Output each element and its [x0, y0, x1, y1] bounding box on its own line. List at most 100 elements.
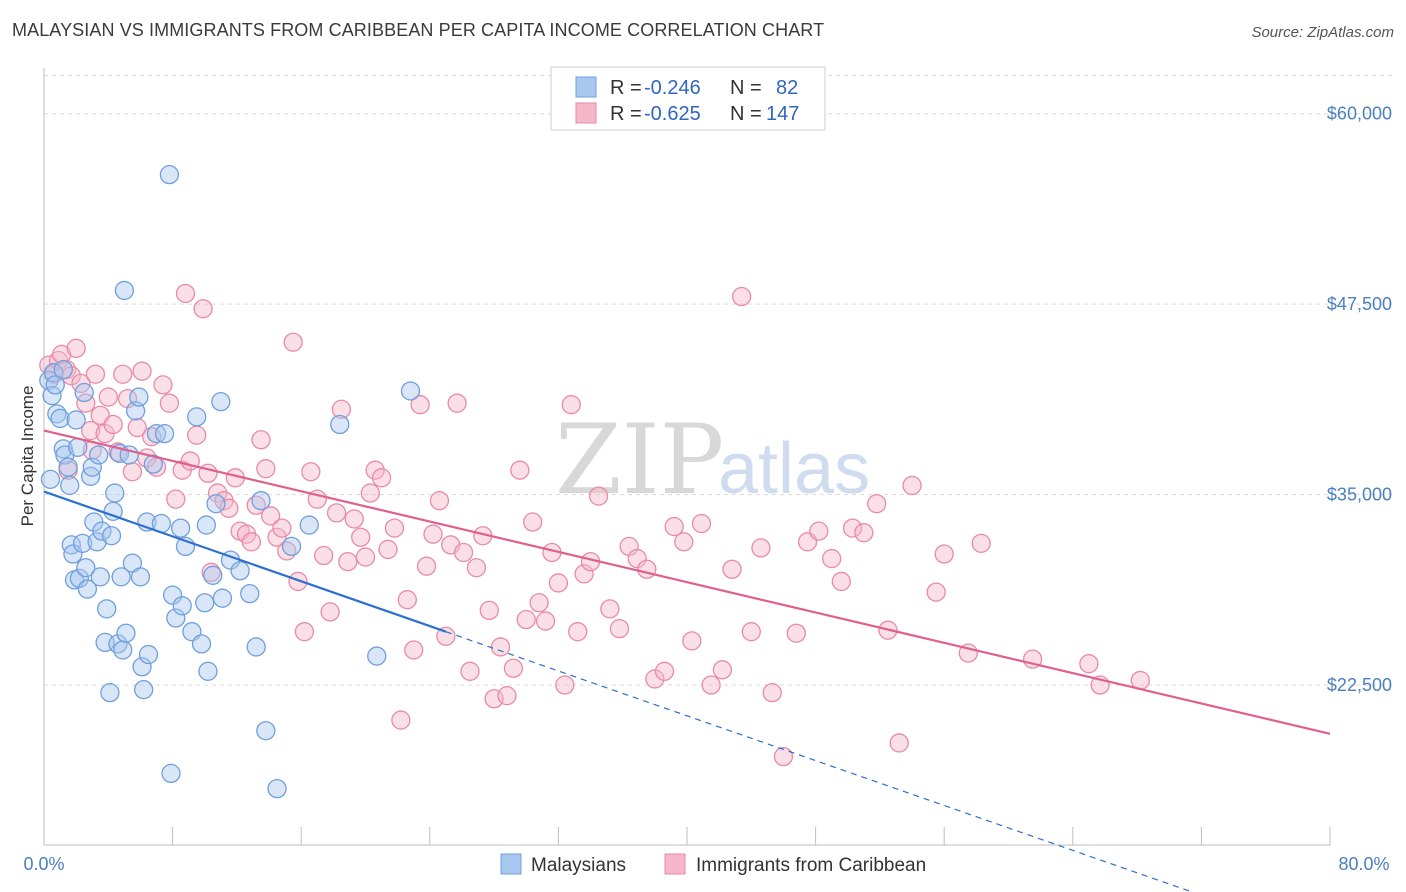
malaysian-point: [299, 515, 319, 535]
caribbean-point: [288, 571, 308, 592]
legend-box: R = -0.246 N = 82 R = -0.625 N = 147: [550, 66, 826, 131]
bottom-legend: Malaysians Immigrants from Caribbean: [500, 853, 926, 876]
source-credit: Source: ZipAtlas.com: [1251, 24, 1394, 41]
caribbean-point: [732, 286, 752, 307]
malaysian-point: [130, 567, 151, 587]
caribbean-point: [934, 544, 954, 564]
malaysian-points: [39, 164, 421, 799]
caribbean-point: [132, 361, 152, 381]
caribbean-point: [378, 539, 398, 560]
caribbean-point: [600, 599, 620, 619]
caribbean-point: [741, 622, 761, 642]
malaysian-point: [206, 494, 226, 514]
caribbean-point: [66, 338, 86, 358]
caribbean-point: [397, 590, 417, 610]
caribbean-point: [682, 631, 702, 651]
caribbean-point: [529, 593, 549, 613]
malaysian-point: [132, 657, 152, 677]
caribbean-point: [241, 532, 262, 552]
y-tick-label: $35,000: [1327, 485, 1392, 505]
legend-r-value-0: -0.246: [644, 77, 701, 99]
caribbean-point: [175, 283, 196, 304]
caribbean-point: [574, 564, 594, 584]
y-tick-label: $22,500: [1327, 675, 1392, 695]
caribbean-point: [627, 548, 647, 569]
caribbean-point: [664, 516, 684, 537]
caribbean-point: [447, 393, 467, 413]
caribbean-point: [926, 582, 946, 602]
legend-r-label-1: R =: [610, 103, 642, 125]
watermark-zip: ZIP: [555, 404, 724, 516]
x-ticks: [43, 827, 1331, 845]
caribbean-point: [842, 518, 863, 538]
malaysian-point: [203, 565, 223, 585]
malaysian-point: [100, 682, 120, 703]
caribbean-point: [256, 459, 276, 479]
x-tick-label-max: 80.0%: [1338, 854, 1389, 874]
caribbean-point: [294, 622, 315, 642]
caribbean-point: [416, 556, 437, 576]
malaysian-point: [87, 532, 107, 552]
caribbean-point: [283, 332, 303, 352]
y-tick-label: $47,500: [1327, 294, 1392, 314]
legend-n-label-1: N =: [730, 103, 762, 125]
caribbean-point: [516, 609, 536, 630]
malaysian-point: [69, 568, 90, 589]
malaysian-point: [77, 579, 98, 599]
malaysian-point: [240, 583, 260, 604]
caribbean-point: [193, 299, 213, 319]
malaysian-point: [116, 623, 136, 643]
caribbean-point: [331, 399, 352, 419]
malaysian-trend-line: [43, 490, 447, 633]
malaysian-trend-extension: [445, 631, 1195, 892]
watermark-atlas: atlas: [718, 429, 870, 509]
caribbean-point: [510, 460, 530, 480]
legend-swatch-malaysians: [575, 76, 597, 98]
bottom-legend-label-malaysians: Malaysians: [531, 855, 626, 876]
caribbean-point: [609, 619, 630, 639]
caribbean-point: [153, 375, 173, 395]
caribbean-point: [404, 640, 424, 660]
malaysian-point: [97, 599, 117, 619]
malaysian-point: [114, 280, 135, 301]
malaysian-point: [40, 469, 61, 490]
caribbean-point: [326, 503, 347, 523]
caribbean-point: [355, 547, 376, 567]
caribbean-point: [267, 527, 287, 547]
caribbean-point: [889, 733, 909, 753]
malaysian-point: [138, 644, 159, 665]
caribbean-point: [971, 533, 991, 553]
caribbean-point: [588, 486, 609, 506]
bottom-legend-swatch-caribbean: [664, 853, 686, 875]
malaysian-point: [134, 679, 154, 700]
malaysian-point: [187, 407, 207, 427]
caribbean-point: [503, 658, 524, 678]
caribbean-point: [555, 675, 575, 695]
legend-n-value-1: 147: [766, 103, 799, 125]
malaysian-point: [198, 661, 218, 681]
malaysian-point: [330, 414, 350, 435]
malaysian-point: [60, 475, 80, 496]
caribbean-point: [691, 513, 712, 534]
caribbean-point: [1079, 654, 1099, 674]
caribbean-point: [80, 420, 101, 441]
malaysian-point: [211, 392, 231, 412]
bottom-legend-label-caribbean: Immigrants from Caribbean: [696, 855, 926, 876]
malaysian-point: [256, 721, 276, 741]
malaysian-point: [50, 408, 70, 429]
caribbean-point: [762, 682, 782, 703]
malaysian-point: [281, 536, 302, 557]
caribbean-point: [272, 518, 292, 538]
caribbean-point: [261, 506, 281, 526]
malaysian-point: [161, 763, 181, 784]
caribbean-point: [479, 600, 499, 621]
caribbean-point: [338, 551, 358, 572]
caribbean-point: [113, 364, 133, 384]
bottom-legend-swatch-malaysians: [500, 853, 522, 875]
malaysian-point: [146, 423, 167, 444]
caribbean-trend-line: [43, 429, 1331, 735]
malaysian-point: [154, 423, 175, 444]
caribbean-point: [722, 559, 742, 579]
malaysian-point: [58, 457, 78, 477]
caribbean-point: [674, 532, 694, 552]
